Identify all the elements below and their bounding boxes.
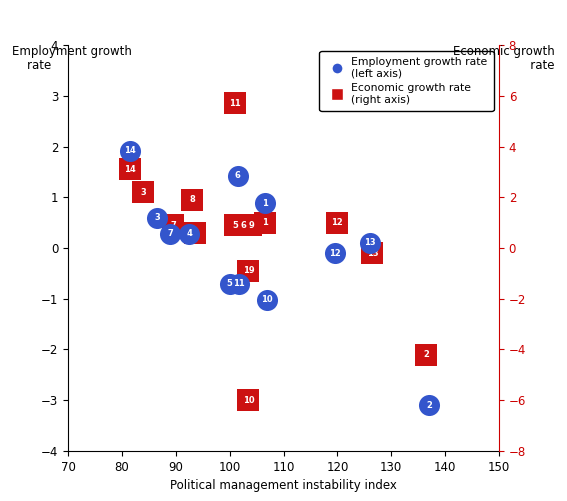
Text: 8: 8 xyxy=(189,195,195,204)
Point xyxy=(125,165,134,173)
Point xyxy=(244,396,253,404)
Point xyxy=(368,249,377,257)
Point xyxy=(190,229,199,237)
Text: 10: 10 xyxy=(261,295,273,304)
Text: rate: rate xyxy=(12,59,51,72)
Text: 1: 1 xyxy=(262,199,268,208)
Text: 12: 12 xyxy=(329,248,341,258)
Text: 9: 9 xyxy=(248,220,254,229)
Point xyxy=(166,230,175,238)
Text: 19: 19 xyxy=(243,267,255,276)
Point xyxy=(424,401,434,409)
Text: Economic growth: Economic growth xyxy=(453,45,555,58)
Text: 6: 6 xyxy=(240,220,246,229)
Point xyxy=(225,280,234,288)
Point xyxy=(235,280,244,288)
Text: 11: 11 xyxy=(234,279,245,288)
Text: 1: 1 xyxy=(262,218,268,227)
Point xyxy=(247,221,256,229)
Point xyxy=(185,230,194,238)
Point xyxy=(139,188,148,196)
Point xyxy=(168,221,177,229)
Text: 14: 14 xyxy=(124,146,136,155)
Point xyxy=(333,218,342,226)
Text: rate: rate xyxy=(519,59,555,72)
Point xyxy=(230,99,239,107)
Text: 3: 3 xyxy=(141,188,146,197)
Text: Employment growth: Employment growth xyxy=(12,45,132,58)
Point xyxy=(260,199,269,207)
Text: 4: 4 xyxy=(187,229,192,238)
Text: 11: 11 xyxy=(229,99,241,108)
Text: 13: 13 xyxy=(366,248,378,258)
Text: 7: 7 xyxy=(167,229,174,238)
Point xyxy=(244,267,253,275)
Text: 4: 4 xyxy=(192,228,197,237)
Legend: Employment growth rate
(left axis), Economic growth rate
(right axis): Employment growth rate (left axis), Econ… xyxy=(319,51,493,111)
Text: 2: 2 xyxy=(424,350,429,359)
Text: 3: 3 xyxy=(154,213,160,222)
Point xyxy=(260,218,269,226)
Point xyxy=(233,172,242,180)
Point xyxy=(263,296,272,304)
Text: 2: 2 xyxy=(426,401,432,410)
Text: 6: 6 xyxy=(235,171,240,180)
Point xyxy=(365,239,374,247)
Point xyxy=(239,221,248,229)
Point xyxy=(125,147,134,155)
Text: 12: 12 xyxy=(332,218,343,227)
Text: 13: 13 xyxy=(364,238,375,247)
Text: 7: 7 xyxy=(170,220,176,229)
Point xyxy=(330,249,339,257)
Text: 5: 5 xyxy=(232,220,238,229)
Text: 5: 5 xyxy=(227,279,232,288)
Point xyxy=(230,221,239,229)
Point xyxy=(153,213,162,221)
Text: 14: 14 xyxy=(124,165,136,174)
Point xyxy=(187,196,197,204)
X-axis label: Political management instability index: Political management instability index xyxy=(170,479,397,492)
Text: 10: 10 xyxy=(243,396,255,405)
Point xyxy=(422,351,431,359)
